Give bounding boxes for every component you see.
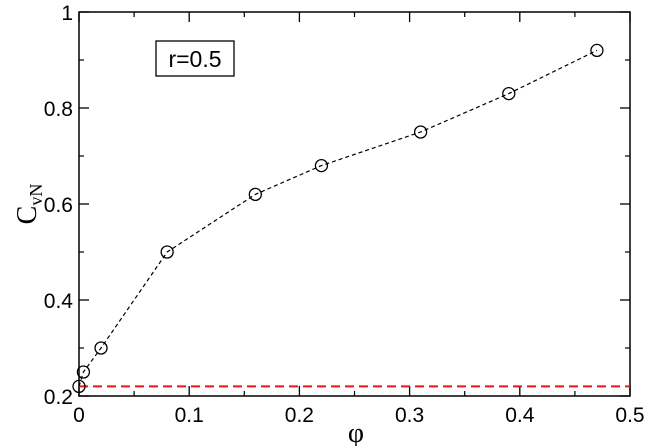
data-point: [76, 365, 91, 379]
x-tick-label: 0.2: [285, 404, 314, 427]
data-point: [314, 158, 329, 173]
series-line: [78, 49, 598, 387]
data-point: [590, 43, 604, 58]
x-tick-label: 0: [73, 404, 85, 427]
y-axis-label-main: C: [12, 206, 43, 225]
y-tick-label: 0.6: [44, 194, 73, 217]
series-layer: [72, 43, 604, 394]
y-axis-label: CvN: [12, 184, 46, 225]
data-point: [502, 86, 516, 101]
annotation-box: [155, 40, 235, 77]
data-point: [413, 125, 428, 139]
x-tick-label: 0.4: [505, 404, 535, 427]
x-tick-label: 0.5: [615, 404, 644, 427]
y-tick-label: 1: [61, 2, 73, 25]
x-tick-label: 0.3: [395, 404, 424, 427]
data-point: [248, 187, 262, 202]
svg-text:CvN: CvN: [12, 184, 46, 225]
y-axis-label-sub: vN: [26, 184, 46, 206]
y-tick-label: 0.8: [44, 98, 73, 121]
data-point: [160, 245, 174, 259]
data-point: [94, 341, 108, 355]
data-point: [72, 379, 86, 394]
annotation-text: r=0.5: [168, 46, 221, 72]
tick-labels: 0 0.1 0.2 0.3 0.4 0.5 0.2 0.4 0.6 0.8 1: [44, 2, 645, 427]
y-tick-label: 0.2: [44, 386, 73, 409]
x-tick-label: 0.1: [175, 404, 204, 427]
y-tick-label: 0.4: [44, 290, 74, 313]
axis-ticks: [78, 11, 631, 397]
x-axis-label: φ: [348, 418, 364, 446]
